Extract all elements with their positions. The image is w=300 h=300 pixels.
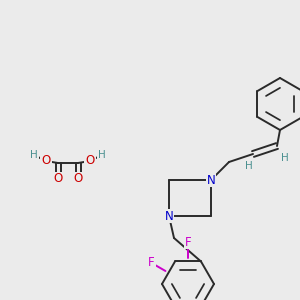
Text: H: H bbox=[281, 153, 289, 163]
Text: N: N bbox=[207, 173, 215, 187]
Text: F: F bbox=[185, 236, 191, 248]
Text: O: O bbox=[53, 172, 63, 185]
Text: O: O bbox=[41, 154, 51, 167]
Text: F: F bbox=[148, 256, 155, 269]
Text: H: H bbox=[245, 161, 253, 171]
Text: O: O bbox=[74, 172, 82, 185]
Text: N: N bbox=[165, 209, 173, 223]
Text: H: H bbox=[30, 150, 38, 160]
Text: H: H bbox=[98, 150, 106, 160]
Text: O: O bbox=[85, 154, 94, 167]
